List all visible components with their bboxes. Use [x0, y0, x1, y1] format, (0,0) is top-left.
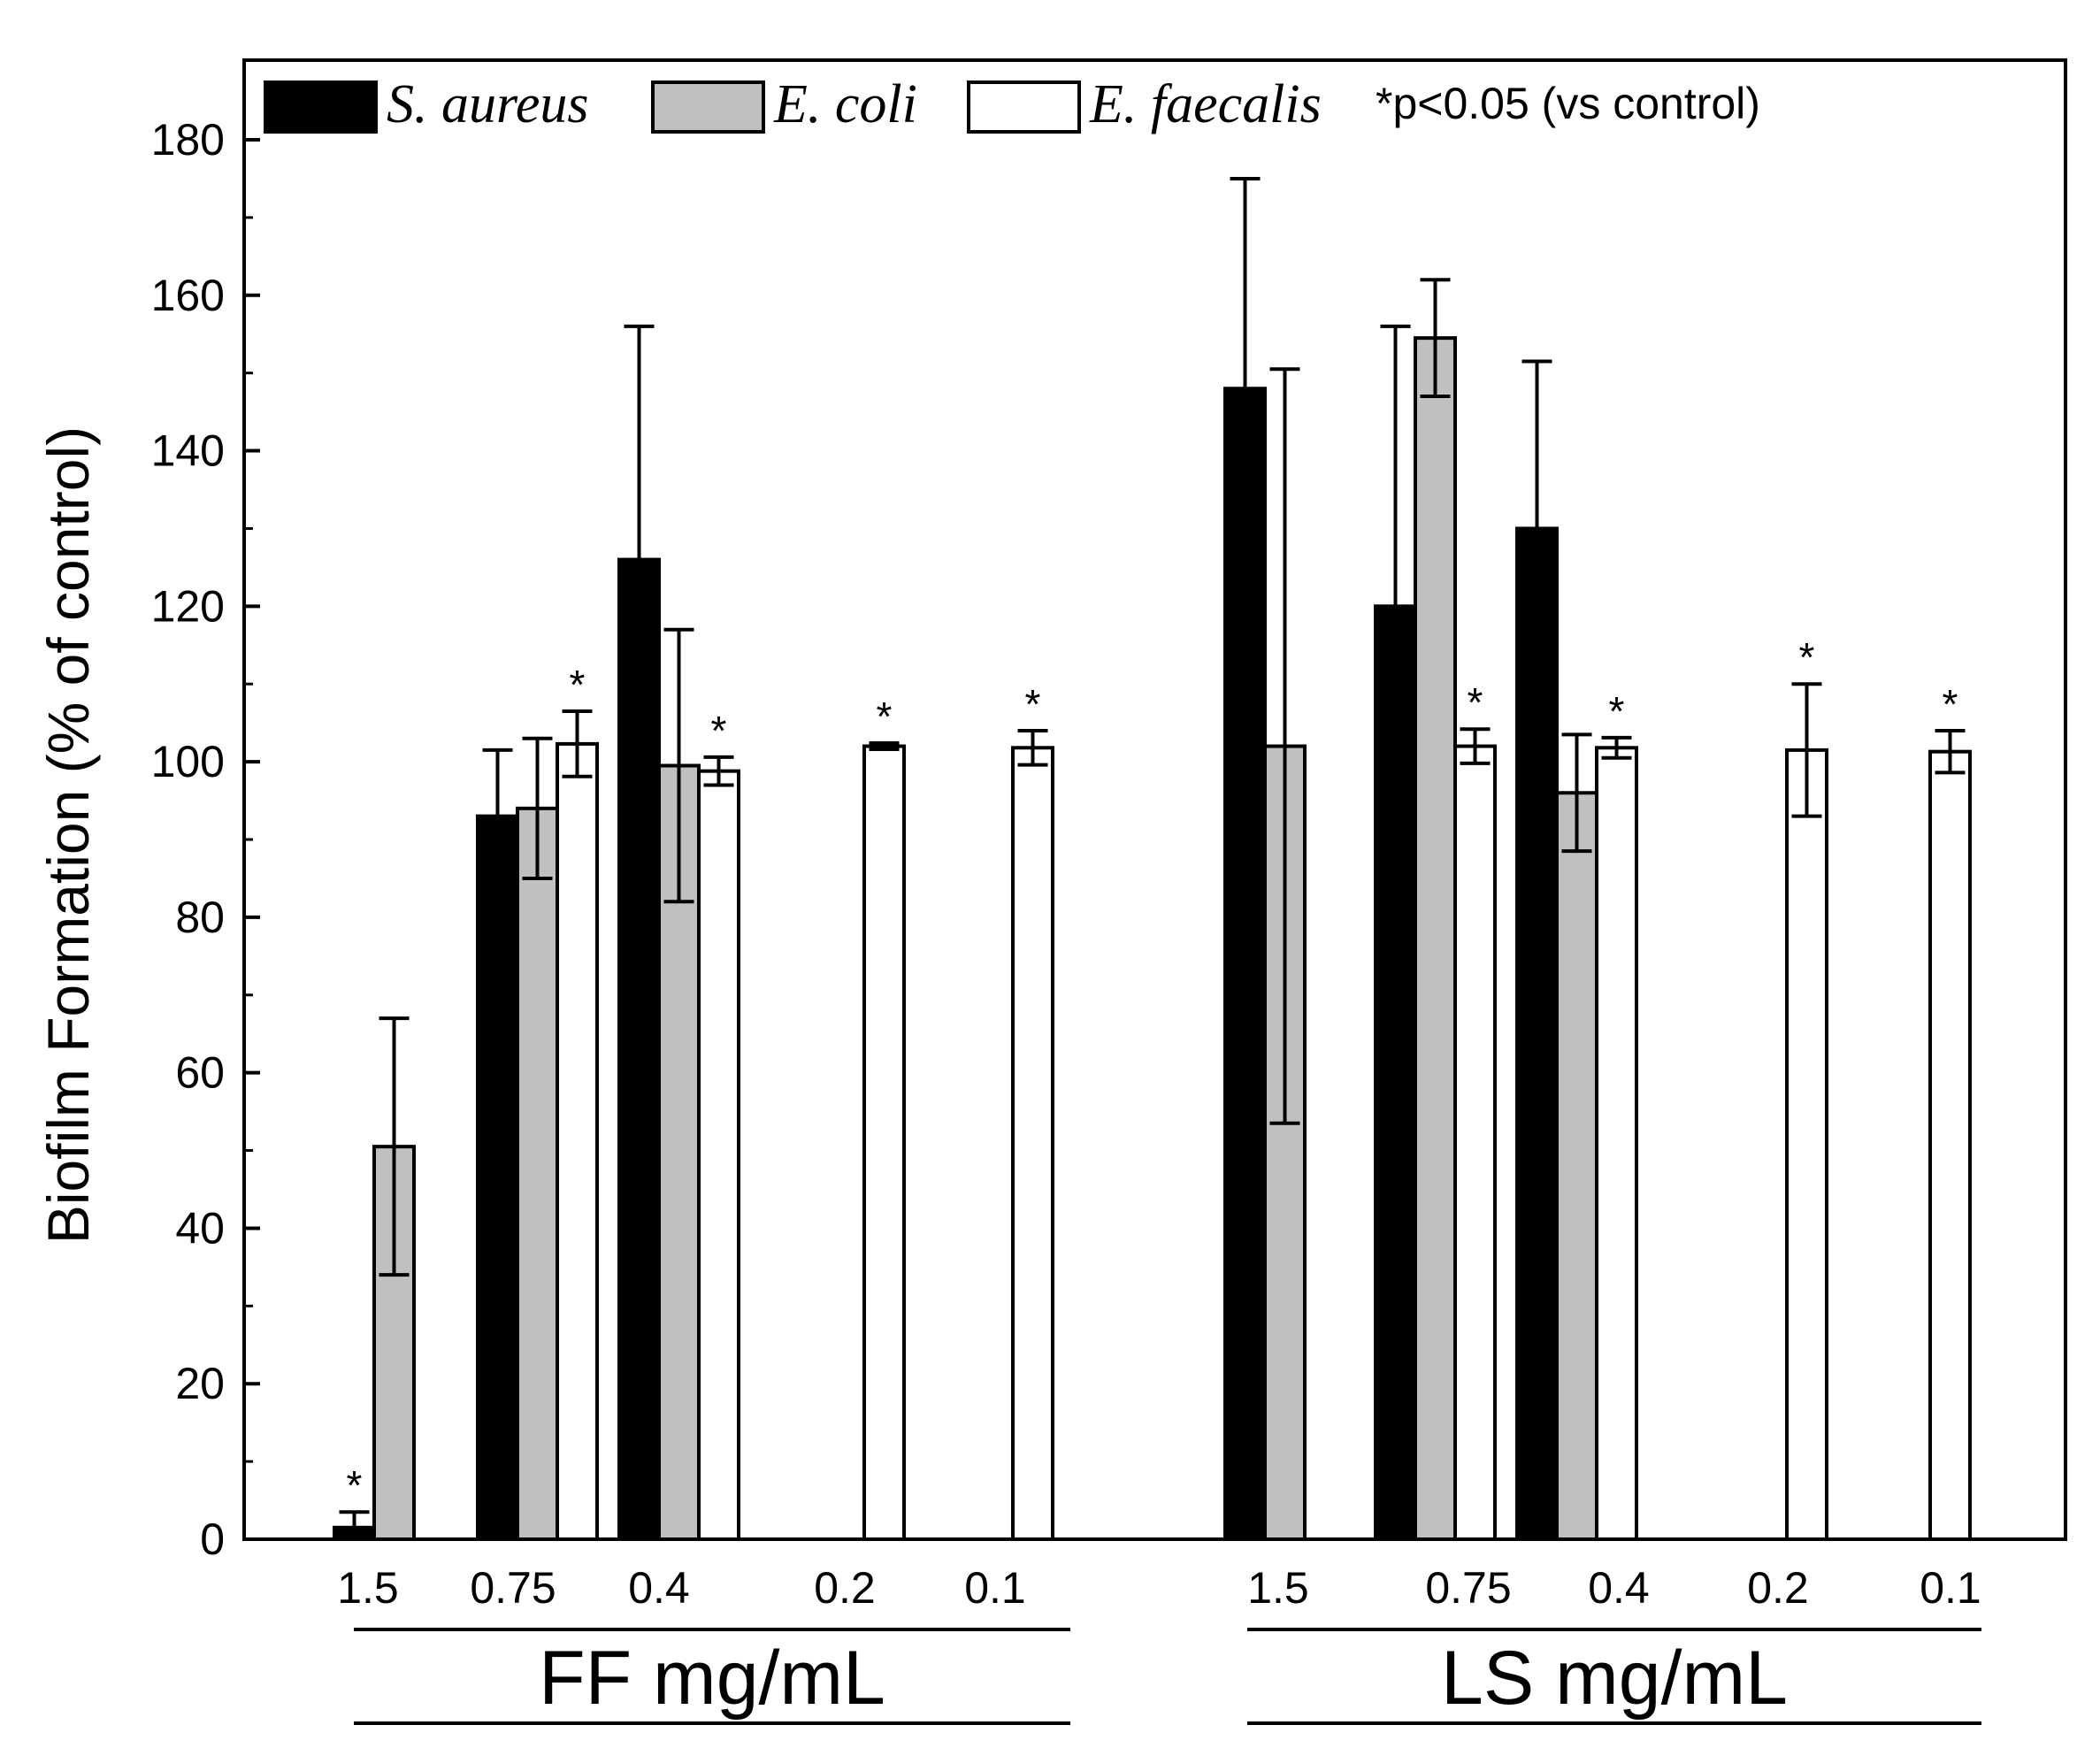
group-label: FF mg/mL	[539, 1636, 885, 1721]
bar	[862, 744, 906, 1541]
y-tick-label: 180	[151, 115, 225, 165]
x-tick-label: 0.75	[470, 1563, 556, 1613]
group-label: LS mg/mL	[1441, 1636, 1788, 1721]
significance-star: *	[347, 1462, 363, 1508]
x-tick-label: 0.4	[628, 1563, 690, 1613]
significance-star: *	[1609, 688, 1625, 734]
legend: S. aureus E. coli E. faecalis *p<0.05 (vs c…	[264, 74, 1760, 134]
y-tick-label: 100	[151, 737, 225, 786]
significance-star: *	[711, 708, 727, 754]
y-tick-label: 120	[151, 581, 225, 631]
significance-markers: * * * * * * * * *	[347, 634, 1958, 1508]
x-tick-label: 1.5	[337, 1563, 399, 1613]
y-axis-title: Biofilm Formation (% of control)	[35, 426, 101, 1244]
significance-star: *	[1025, 681, 1041, 727]
x-tick-label: 0.4	[1588, 1563, 1650, 1613]
significance-star: *	[1943, 681, 1958, 727]
bar	[1453, 744, 1497, 1541]
x-tick-label: 0.75	[1425, 1563, 1511, 1613]
legend-label: E. faecalis	[1089, 74, 1322, 134]
y-tick-label: 40	[175, 1203, 225, 1253]
x-tick-label: 0.1	[964, 1563, 1026, 1613]
legend-swatch	[967, 80, 1081, 134]
y-tick-label: 0	[200, 1514, 225, 1564]
error-bars	[339, 176, 1966, 1541]
bar	[516, 806, 559, 1541]
bar	[556, 741, 599, 1541]
significance-star: *	[1799, 634, 1815, 680]
group-labels: FF mg/mL LS mg/mL	[354, 1628, 1981, 1725]
y-tick-label: 60	[175, 1048, 225, 1098]
bar	[476, 814, 519, 1541]
significance-star: *	[877, 694, 893, 740]
y-tick-label: 80	[175, 893, 225, 942]
significance-star: *	[1468, 679, 1483, 725]
legend-swatch	[651, 80, 765, 134]
legend-swatch	[264, 80, 378, 134]
bar	[1785, 748, 1828, 1541]
tick-labels: 0 20 40 60 80 100 120 140 160 180 1.5 0.75 0.4 0.2 0.1…	[151, 115, 1981, 1613]
x-tick-label: 0.2	[814, 1563, 876, 1613]
bar	[1011, 746, 1054, 1541]
bar	[1555, 791, 1598, 1541]
bar	[697, 769, 740, 1541]
significance-star: *	[570, 662, 586, 708]
y-tick-label: 140	[151, 426, 225, 476]
x-tick-label: 0.1	[1920, 1563, 1981, 1613]
plot-frame	[242, 58, 2067, 1541]
bars	[333, 336, 1972, 1542]
y-tick-label: 20	[175, 1359, 225, 1408]
x-tick-label: 0.2	[1747, 1563, 1809, 1613]
x-tick-label: 1.5	[1247, 1563, 1309, 1613]
legend-note: *p<0.05 (vs control)	[1376, 79, 1760, 128]
y-tick-label: 160	[151, 271, 225, 320]
legend-label: E. coli	[773, 74, 917, 134]
legend-label: S. aureus	[387, 74, 588, 134]
bar	[1595, 746, 1638, 1541]
axis-ticks	[244, 138, 260, 1541]
bar	[1414, 336, 1457, 1541]
bar	[1928, 749, 1972, 1541]
